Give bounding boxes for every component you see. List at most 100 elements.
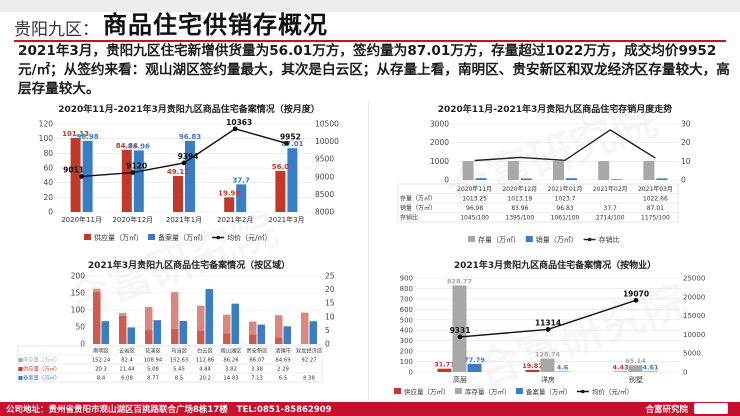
price-data-label: 10363 <box>226 118 252 127</box>
sales-bar <box>257 324 265 344</box>
table-cell: 1013.19 <box>507 196 532 203</box>
data-table-frame <box>17 345 323 383</box>
y-tick-label: 0 <box>48 208 53 217</box>
table-cell: 8.77 <box>147 376 159 382</box>
table-header-cell: 乌当区 <box>171 347 188 355</box>
table-header-cell: 2021年01月 <box>548 185 583 193</box>
legend-marker <box>216 235 220 240</box>
sales-bar <box>179 320 187 344</box>
legend-label: 均价（元/㎡） <box>227 233 271 242</box>
table-cell: 152.63 <box>170 358 189 364</box>
table-header-cell: 2020年12月 <box>502 185 537 193</box>
price-point <box>284 140 289 146</box>
company-logo <box>694 403 728 414</box>
supply-bar <box>437 368 452 372</box>
legend-label: 存销比 <box>599 235 620 244</box>
table-cell: 1061/100 <box>551 215 580 222</box>
supply-bar <box>223 333 231 344</box>
price-data-label: 9331 <box>450 326 471 335</box>
legend-swatch <box>468 236 475 242</box>
sales-bar <box>283 326 291 344</box>
stock-bar <box>643 160 655 180</box>
y2-tick-label: 20 <box>681 138 691 147</box>
y-tick-label: 120 <box>39 120 54 129</box>
stock-bar <box>598 161 610 180</box>
supply-bar <box>275 337 283 344</box>
sales-data-label: 77.79 <box>464 356 485 364</box>
sales-bar <box>236 184 247 212</box>
table-cell: 83.96 <box>511 205 528 212</box>
table-cell: 87.01 <box>647 205 664 212</box>
table-cell: 11.44 <box>119 367 135 373</box>
stock-bar <box>553 160 564 180</box>
y-tick-label: 2000 <box>430 138 449 147</box>
y2-tick-label: 10 <box>325 312 335 321</box>
page-title: 商品住宅供销存概况 <box>103 11 328 39</box>
y2-tick-label: 5 <box>325 326 330 335</box>
footer-address: 公司地址：贵州省贵阳市观山湖区百挑路联合广场8栋17楼 TEL:0851-858… <box>6 405 332 415</box>
y2-tick-label: 10000 <box>683 331 705 339</box>
y-tick-label: 300 <box>400 337 413 345</box>
legend-label: 备案量（万㎡） <box>158 233 207 242</box>
supply-data-label: 49.12 <box>167 168 189 176</box>
y-tick-label: 700 <box>400 295 413 303</box>
x-tick-label: 高层 <box>453 375 467 384</box>
y2-tick-label: 9000 <box>315 172 334 181</box>
y-tick-label: 40 <box>43 178 53 187</box>
sales-bar <box>566 178 577 180</box>
table-cell: 8.4 <box>97 376 106 382</box>
table-cell: ■备案量（万㎡） <box>18 374 60 382</box>
stock-bar <box>275 315 283 344</box>
table-header-cell: 2021年02月 <box>593 185 628 193</box>
table-cell: 8.38 <box>303 376 315 382</box>
table-header-cell: 花溪区 <box>145 347 162 355</box>
sales-bar <box>185 140 195 212</box>
y-tick-label: 0 <box>80 340 85 349</box>
price-data-label: 9120 <box>126 162 147 171</box>
price-data-label: 9011 <box>63 165 84 174</box>
supply-data-label: 56.0 <box>272 163 289 171</box>
table-cell: 1045/100 <box>460 215 489 222</box>
legend-swatch <box>84 234 91 240</box>
supply-data-label: 4.43 <box>612 364 628 372</box>
chart-title: 2020年11月-2021年3月贵阳九区商品住宅存销月度走势 <box>437 105 673 115</box>
table-cell: 3.82 <box>225 367 237 373</box>
stock-ratio-line <box>474 129 656 162</box>
table-cell: 2.29 <box>277 367 289 373</box>
legend-label: 供应量（万㎡） <box>94 233 143 242</box>
supply-bar <box>119 312 127 344</box>
supply-data-label: 31.71 <box>434 361 455 369</box>
table-cell: 4.84 <box>199 367 211 373</box>
y-tick-label: 500 <box>400 316 413 324</box>
panel-divider <box>368 100 369 400</box>
stock-data-label: 65.14 <box>625 357 646 365</box>
supply-bar <box>93 288 101 344</box>
y2-tick-label: 25000 <box>683 275 705 283</box>
chart-title: 2021年3月贵阳九区商品住宅备案情况（按物业） <box>453 261 657 271</box>
legend-label: 销量（万㎡） <box>536 235 578 244</box>
legend-swatch <box>394 388 401 394</box>
table-cell: 96.83 <box>556 205 573 212</box>
chart-svg: 0 20 40 60 80 100 120 8000 8500 9000 9500 10000 1050… <box>39 118 339 242</box>
table-cell: 20.2 <box>199 376 211 382</box>
legend-label: 存量（万㎡） <box>478 235 520 244</box>
legend-label: 供应量（万㎡） <box>404 387 450 396</box>
x-tick-label: 2021年3月 <box>268 215 304 224</box>
table-cell: 152.24 <box>92 358 111 364</box>
stock-bar <box>301 312 309 344</box>
legend-swatch <box>525 236 533 242</box>
y2-tick-label: 0 <box>681 176 686 185</box>
y2-tick-label: 8000 <box>315 208 334 217</box>
stock-bar <box>223 314 231 344</box>
chart-svg: 0 100 200 300 400 500 600 700 800 900 0 5000 10000 15… <box>394 275 705 396</box>
y2-tick-label: 10500 <box>315 120 339 129</box>
table-cell: 5.08 <box>147 367 159 373</box>
supply-bar <box>145 330 153 344</box>
stock-data-label: 128.74 <box>535 351 561 359</box>
chart-by-property: 2021年3月贵阳九区商品住宅备案情况（按物业） 0 100 200 300 400 50… <box>380 256 730 400</box>
y2-tick-label: 20000 <box>683 293 705 301</box>
table-cell: 96.98 <box>466 205 483 212</box>
y2-tick-label: 10000 <box>315 137 339 146</box>
stock-bar <box>171 292 179 344</box>
y-tick-label: 50 <box>75 323 85 332</box>
